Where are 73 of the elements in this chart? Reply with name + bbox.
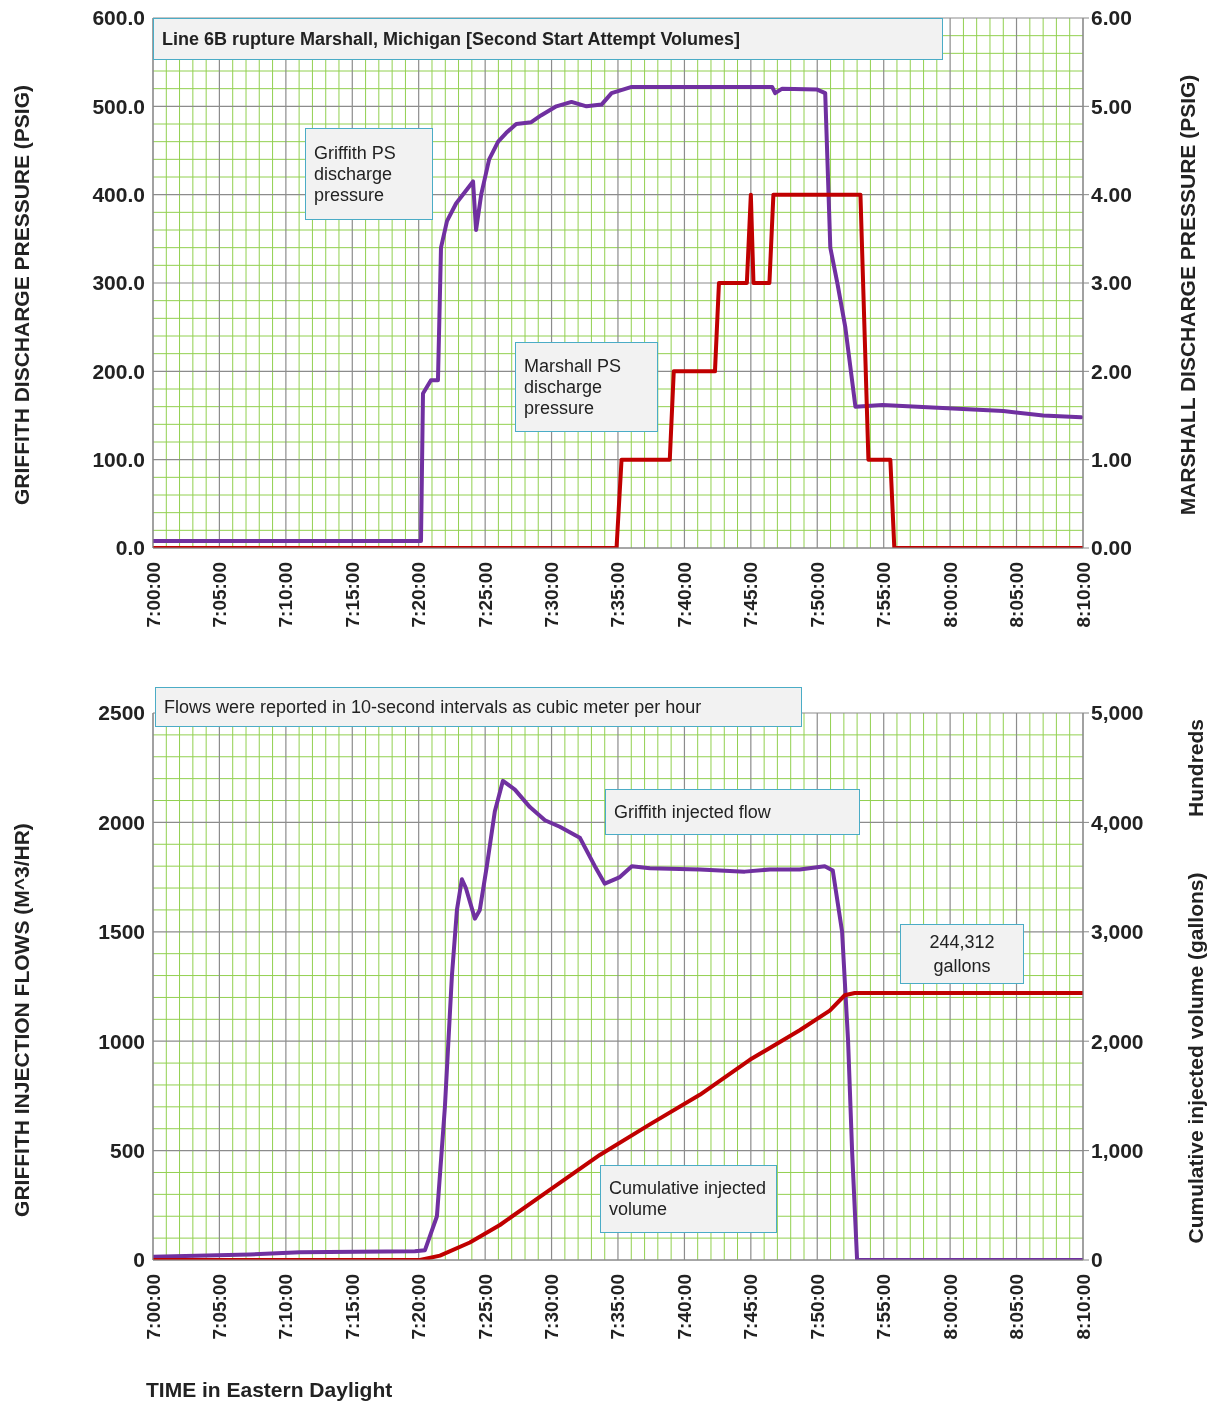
x-tick-label: 7:45:00 [740,562,762,628]
x-tick-label: 8:00:00 [939,562,961,628]
y-axis-title: GRIFFITH INJECTION FLOWS (M^3/HR) [10,823,34,1217]
line-series [153,84,1083,543]
x-tick-label: 7:15:00 [341,1274,363,1340]
x-tick-label: 7:25:00 [474,562,496,628]
x-tick-label: 7:20:00 [408,1274,430,1340]
text-box: Marshall PS discharge pressure [515,342,658,432]
y2-tick-label: 1.00 [1091,448,1132,472]
y-tick-label: 600.0 [92,6,145,30]
x-tick-label: 7:55:00 [873,1274,895,1340]
x-tick-label: 7:20:00 [408,562,430,628]
x-tick-label: 8:05:00 [1006,1274,1028,1340]
x-tick-label: 7:00:00 [142,562,164,628]
y-tick-label: 500 [109,1139,145,1163]
x-tick-label: 7:10:00 [275,1274,297,1340]
x-tick-label: 8:10:00 [1072,1274,1094,1340]
x-tick-label: 7:30:00 [541,1274,563,1340]
y2-tick-label: 4.00 [1091,183,1132,207]
y2-tick-label: 5,000 [1091,701,1144,725]
x-tick-label: 7:35:00 [607,1274,629,1340]
y2-tick-label: 3.00 [1091,271,1132,295]
y-tick-label: 1000 [98,1029,145,1053]
y2-tick-label: 2,000 [1091,1029,1144,1053]
y2-tick-label: 0.00 [1091,536,1132,560]
x-tick-label: 8:00:00 [939,1274,961,1340]
y-tick-label: 2500 [98,701,145,725]
y-tick-label: 0.0 [115,536,145,560]
text-box: Griffith injected flow [605,789,860,835]
y2-tick-label: 3,000 [1091,920,1144,944]
x-tick-label: 7:10:00 [275,562,297,628]
x-tick-label: 7:45:00 [740,1274,762,1340]
y-tick-label: 1500 [98,920,145,944]
x-tick-label: 7:55:00 [873,562,895,628]
y2-tick-label: 5.00 [1091,94,1132,118]
x-tick-label: 7:40:00 [673,562,695,628]
series-label: Cumulative injected volume [609,1178,768,1220]
y-tick-label: 100.0 [92,448,145,472]
x-tick-label: 7:35:00 [607,562,629,628]
x-tick-label: 7:50:00 [806,1274,828,1340]
x-tick-label: 7:30:00 [541,562,563,628]
text: Hundreds [1184,718,1208,818]
y-tick-label: 2000 [98,810,145,834]
y2-tick-label: 0 [1091,1248,1103,1272]
y2-tick-label: 1,000 [1091,1139,1144,1163]
x-tick-label: 7:50:00 [806,562,828,628]
y-tick-label: 300.0 [92,271,145,295]
y-tick-label: 200.0 [92,359,145,383]
y2-tick-label: 2.00 [1091,359,1132,383]
x-axis-title: TIME in Eastern Daylight [146,1378,393,1402]
x-tick-label: 8:05:00 [1006,562,1028,628]
y2-tick-label: 6.00 [1091,6,1132,30]
text-box: Line 6B rupture Marshall, Michigan [Second Start Attempt Volumes] [153,18,943,60]
x-tick-label: 7:00:00 [142,1274,164,1340]
y2-axis-title: Cumulative injected volume (gallons) [1184,872,1208,1244]
y2-axis-title: MARSHALL DISCHARGE PRESSURE (PSIG) [1176,74,1200,516]
text-box: 244,312 gallons [900,924,1024,984]
x-tick-label: 7:25:00 [474,1274,496,1340]
y2-tick-label: 4,000 [1091,810,1144,834]
chart-title: Flows were reported in 10-second intervals as cubic meter per hour [164,696,703,718]
text-box: Flows were reported in 10-second intervals as cubic meter per hour [155,687,802,727]
x-tick-label: 7:15:00 [341,562,363,628]
text-box: Griffith PS discharge pressure [305,128,433,220]
y-tick-label: 400.0 [92,183,145,207]
x-tick-label: 7:05:00 [208,1274,230,1340]
x-tick-label: 7:40:00 [673,1274,695,1340]
x-tick-label: 7:05:00 [208,562,230,628]
y-tick-label: 0 [133,1248,145,1272]
x-tick-label: 8:10:00 [1072,562,1094,628]
y-tick-label: 500.0 [92,94,145,118]
text-box: Cumulative injected volume [600,1165,777,1233]
annotation: 244,312 gallons [928,931,996,978]
y-axis-title: GRIFFITH DISCHARGE PRESSURE (PSIG) [10,84,34,506]
